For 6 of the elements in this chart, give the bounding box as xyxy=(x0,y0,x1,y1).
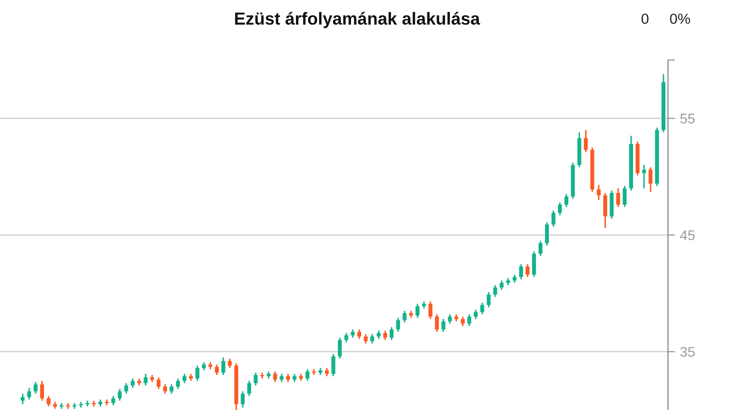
y-tick-label: 55 xyxy=(680,114,695,124)
y-tick-label: 35 xyxy=(680,347,695,357)
text: 0% xyxy=(670,14,690,24)
chart-title: Ezüst árfolyamának alakulása xyxy=(235,12,480,28)
text: 0 xyxy=(642,14,648,24)
y-tick-label: 45 xyxy=(680,230,695,240)
